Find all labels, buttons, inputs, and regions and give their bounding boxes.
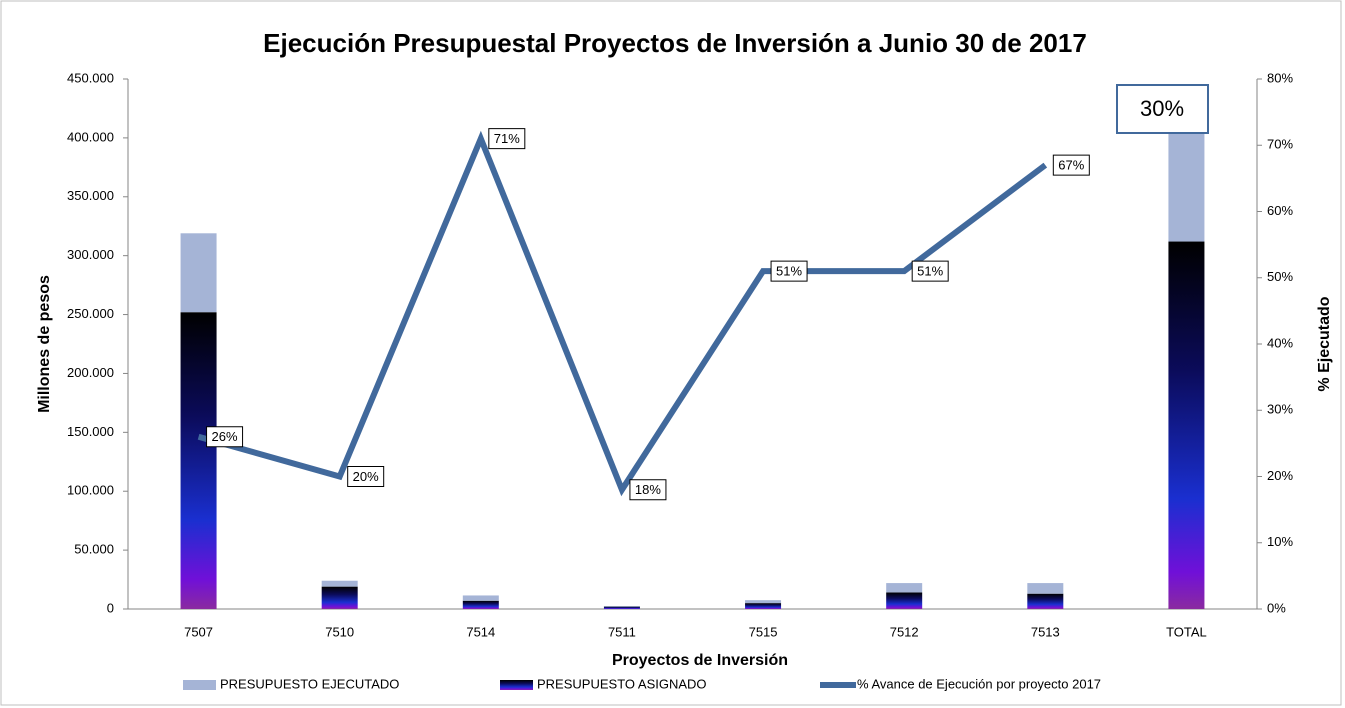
x-tick-label: 7514 [466,624,495,639]
bar [462,595,499,601]
bar [745,600,782,604]
legend-label: PRESUPUESTO EJECUTADO [220,676,399,691]
bar [180,312,217,609]
y-tick-label: 50.000 [74,542,114,557]
data-label-box [347,466,385,487]
y2-tick-label: 60% [1267,203,1293,218]
bar [603,606,640,607]
bar [886,592,923,609]
x-tick-label: 7510 [325,624,354,639]
bar [1168,130,1205,242]
y2-tick-label: 10% [1267,534,1293,549]
data-label-box [206,426,244,448]
legend-swatch [183,680,216,690]
x-tick-label: 7512 [890,624,919,639]
bar [886,583,923,593]
legend-label: PRESUPUESTO ASIGNADO [537,676,707,691]
legend-swatch [500,680,533,690]
y-axis-title: Millones de pesos [36,275,53,413]
y2-tick-label: 30% [1267,402,1293,417]
y-tick-label: 0 [107,600,114,615]
y-tick-label: 200.000 [67,365,114,380]
chart-title: Ejecución Presupuestal Proyectos de Inve… [263,28,1087,58]
x-axis-title: Proyectos de Inversión [612,652,788,669]
y-tick-label: 100.000 [67,483,114,498]
y2-tick-label: 40% [1267,335,1293,350]
x-tick-label: 7515 [749,624,778,639]
data-label: 67% [1058,158,1084,173]
y-tick-label: 300.000 [67,247,114,262]
annotation: 30% [1140,96,1184,121]
y2-tick-label: 20% [1267,468,1293,483]
annotation-box [1116,84,1209,134]
data-label-box [911,260,949,282]
y2-axis-title: % Ejecutado [1316,296,1333,391]
y-tick-label: 400.000 [67,129,114,144]
y-tick-label: 150.000 [67,424,114,439]
y2-tick-label: 70% [1267,137,1293,152]
data-label: 51% [917,264,943,279]
y2-tick-label: 0% [1267,600,1286,615]
data-label-box [629,479,667,501]
bar [1027,583,1064,594]
legend-label: % Avance de Ejecución por proyecto 2017 [857,676,1101,691]
x-tick-label: 7513 [1031,624,1060,639]
data-label: 71% [494,131,520,146]
bar [1027,593,1064,609]
line [197,130,1048,497]
y-tick-label: 450.000 [67,70,114,85]
bar [745,603,782,609]
y-tick-label: 350.000 [67,188,114,203]
data-label: 18% [635,482,661,497]
data-label-box [488,128,526,150]
bar [462,600,499,609]
bar [321,580,358,587]
data-label: 51% [776,264,802,279]
bar [603,606,640,609]
bar [1168,241,1205,610]
data-label: 20% [353,469,379,484]
x-tick-label: TOTAL [1166,624,1207,639]
data-label-box [1052,154,1090,176]
y2-tick-label: 80% [1267,70,1293,85]
y-tick-label: 250.000 [67,306,114,321]
x-tick-label: 7511 [608,624,636,639]
x-tick-label: 7507 [184,624,213,639]
data-label: 26% [212,429,238,444]
bar [321,586,358,609]
data-label-box [770,260,808,282]
bar [180,233,217,313]
y2-tick-label: 50% [1267,269,1293,284]
